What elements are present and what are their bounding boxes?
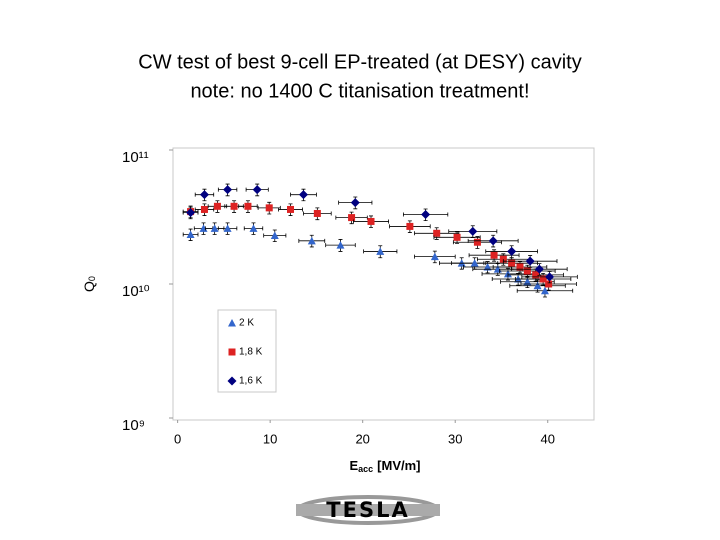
marker xyxy=(545,272,555,282)
marker xyxy=(223,224,232,232)
marker xyxy=(223,185,233,195)
marker xyxy=(433,229,441,237)
marker xyxy=(199,190,209,200)
marker xyxy=(252,185,262,195)
x-tick-label: 40 xyxy=(541,431,555,446)
legend-marker xyxy=(228,348,236,356)
marker xyxy=(473,238,481,246)
marker xyxy=(483,262,492,271)
legend-label: 1,6 K xyxy=(239,376,263,387)
x-tick-label: 10 xyxy=(263,431,277,446)
y-tick-label: 10⁹ xyxy=(122,417,145,434)
x-tick-label: 30 xyxy=(448,431,462,446)
marker xyxy=(249,224,258,232)
marker xyxy=(533,281,542,290)
marker xyxy=(265,204,273,212)
logo-text: TESLA xyxy=(326,498,409,522)
chart-subtitle: note: no 1400 C titanisation treatment! xyxy=(190,80,529,102)
marker xyxy=(488,236,498,246)
marker xyxy=(430,252,439,261)
marker xyxy=(453,233,461,241)
marker xyxy=(313,209,321,217)
marker xyxy=(490,251,498,259)
marker xyxy=(525,256,535,266)
x-tick-label: 20 xyxy=(355,431,369,446)
marker xyxy=(200,205,208,213)
marker xyxy=(298,190,308,200)
legend-label: 2 K xyxy=(239,318,254,329)
marker xyxy=(534,264,544,274)
legend-box xyxy=(217,309,277,393)
marker xyxy=(186,230,195,239)
series xyxy=(182,200,577,291)
marker xyxy=(287,205,295,213)
marker xyxy=(244,202,252,210)
marker xyxy=(532,271,540,279)
marker xyxy=(270,231,279,240)
marker xyxy=(516,263,524,271)
y-tick-label: 10¹⁰ xyxy=(122,283,150,300)
logo: TESLA xyxy=(296,495,440,525)
marker xyxy=(406,222,414,230)
marker xyxy=(421,210,431,220)
series xyxy=(182,183,578,284)
marker xyxy=(540,286,549,295)
chart-title: CW test of best 9-cell EP-treated (at DE… xyxy=(138,51,581,73)
marker xyxy=(470,259,479,267)
y-label-subscript: 0 xyxy=(87,276,97,281)
marker xyxy=(539,275,547,283)
marker xyxy=(508,259,516,267)
x-label-unit: [MV/m] xyxy=(377,458,420,473)
legend-marker xyxy=(228,319,236,327)
x-axis-label: Eacc [MV/m] xyxy=(349,458,420,474)
marker xyxy=(230,202,238,210)
x-label-subscript: acc xyxy=(358,464,373,474)
legend-marker xyxy=(227,376,237,386)
legend-label: 1,8 K xyxy=(239,347,263,358)
marker xyxy=(523,277,532,286)
marker xyxy=(186,208,196,218)
marker xyxy=(307,236,316,245)
y-label-symbol: Q xyxy=(81,281,97,292)
marker xyxy=(376,247,385,255)
marker xyxy=(213,202,221,210)
marker xyxy=(507,246,517,256)
marker xyxy=(350,198,360,208)
marker xyxy=(336,241,345,249)
y-tick-label: 10¹¹ xyxy=(122,149,149,166)
marker xyxy=(367,217,375,225)
marker xyxy=(468,226,478,236)
marker xyxy=(210,224,219,232)
marker xyxy=(348,214,356,222)
x-tick-label: 0 xyxy=(174,431,181,446)
marker xyxy=(523,267,531,275)
x-label-symbol: E xyxy=(349,458,358,473)
marker xyxy=(545,280,553,288)
y-axis-label: Q0 xyxy=(81,276,98,292)
